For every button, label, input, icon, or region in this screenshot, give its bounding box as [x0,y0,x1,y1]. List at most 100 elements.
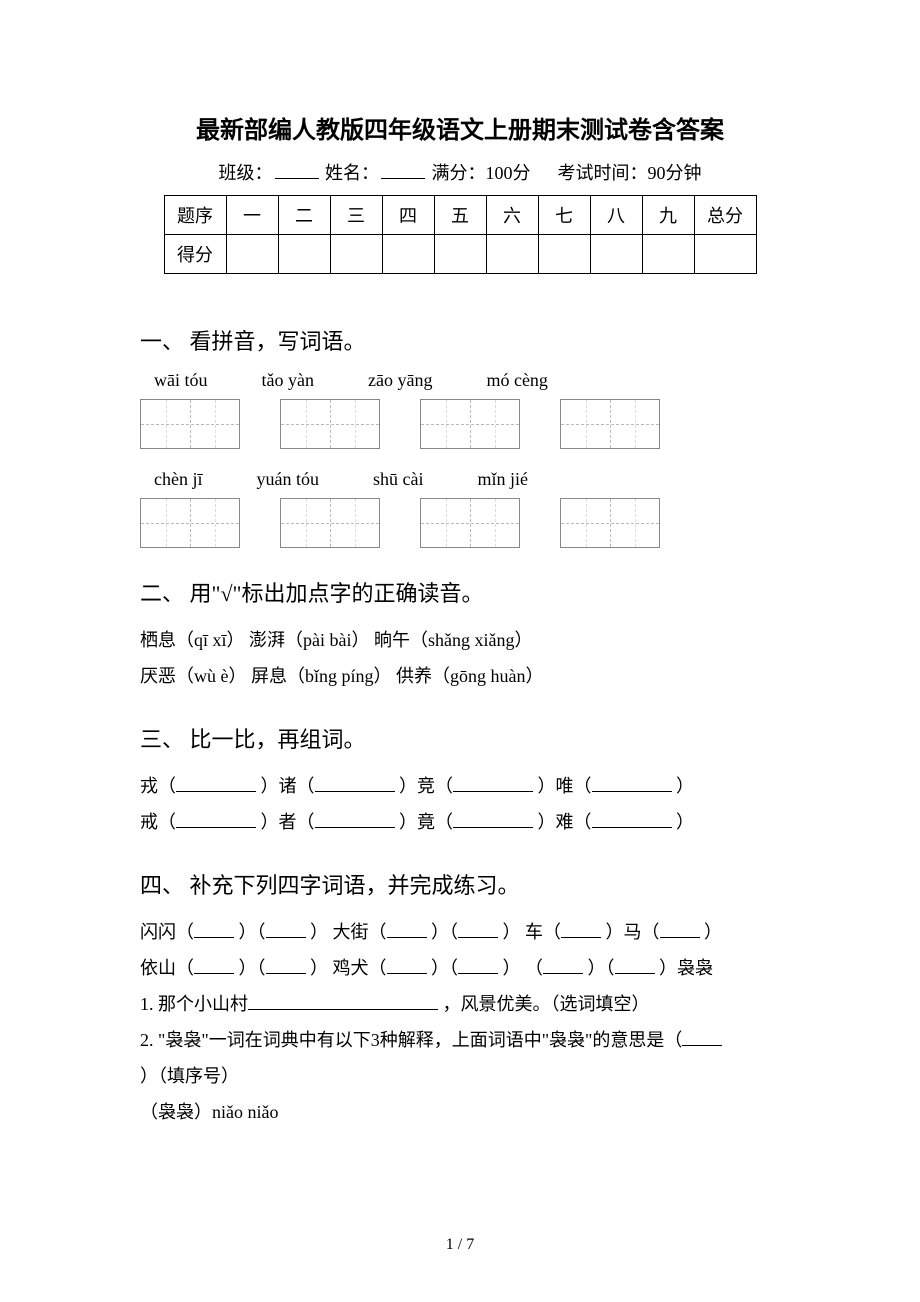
text: ）（ [431,922,458,942]
col-4: 四 [382,196,434,235]
text: ） 鸡犬（ [310,958,387,978]
info-line: 班级： 姓名： 满分：100分 考试时间：90分钟 [140,159,780,185]
text: ）马（ [606,922,660,942]
box-row-1 [140,399,780,449]
pinyin: chèn jī [154,469,202,490]
row-label: 题序 [164,196,226,235]
section-4-q2b: ）（填序号） [140,1058,780,1094]
score-total-cell[interactable] [694,235,756,274]
char: ）竞（ [399,776,453,796]
name-blank[interactable] [381,161,425,179]
text: ） 大街（ [310,922,387,942]
text: ）（ [239,922,266,942]
blank[interactable] [561,920,601,938]
score-cell[interactable] [538,235,590,274]
col-total: 总分 [694,196,756,235]
score-cell[interactable] [434,235,486,274]
col-8: 八 [590,196,642,235]
writing-box[interactable] [560,498,660,548]
writing-box[interactable] [280,399,380,449]
section-4-q3: （袅袅）niǎo niǎo [140,1094,780,1130]
blank[interactable] [194,920,234,938]
blank[interactable] [458,920,498,938]
section-3-heading: 三、 比一比，再组词。 [140,722,780,754]
blank[interactable] [453,810,533,828]
char: ） [676,776,694,796]
page-footer: 1 / 7 [0,1236,920,1254]
score-cell[interactable] [486,235,538,274]
writing-box[interactable] [420,399,520,449]
blank[interactable] [453,774,533,792]
char: ）唯（ [538,776,592,796]
col-1: 一 [226,196,278,235]
char: ）诸（ [261,776,315,796]
score-cell[interactable] [642,235,694,274]
blank[interactable] [387,920,427,938]
col-3: 三 [330,196,382,235]
score-cell[interactable] [278,235,330,274]
col-6: 六 [486,196,538,235]
blank[interactable] [543,956,583,974]
writing-box[interactable] [280,498,380,548]
text: ） [704,922,722,942]
blank[interactable] [682,1028,722,1046]
char: ） [676,812,694,832]
pinyin: tǎo yàn [262,370,314,391]
blank[interactable] [176,774,256,792]
text: ） （ [503,958,544,978]
pinyin: mǐn jié [477,469,528,490]
pinyin: mó cèng [486,370,547,391]
blank[interactable] [592,810,672,828]
blank[interactable] [176,810,256,828]
writing-box[interactable] [140,399,240,449]
pinyin: zāo yāng [368,370,432,391]
char: 戒（ [140,812,176,832]
blank[interactable] [387,956,427,974]
section-3-row2: 戒（ ）者（ ）竟（ ）难（ ） [140,804,780,840]
blank[interactable] [615,956,655,974]
blank[interactable] [458,956,498,974]
text: 2. "袅袅"一词在词典中有以下3种解释，上面词语中"袅袅"的意思是（ [140,1030,682,1050]
col-7: 七 [538,196,590,235]
pinyin-row-1: wāi tóu tǎo yàn zāo yāng mó cèng [154,370,780,391]
section-3-row1: 戎（ ）诸（ ）竞（ ）唯（ ） [140,768,780,804]
text: ） 车（ [503,922,562,942]
text: 1. 那个小山村 [140,994,248,1014]
blank[interactable] [248,992,438,1010]
text: ）（ [239,958,266,978]
score-cell[interactable] [226,235,278,274]
blank[interactable] [266,956,306,974]
page-title: 最新部编人教版四年级语文上册期末测试卷含答案 [140,110,780,145]
pinyin-row-2: chèn jī yuán tóu shū cài mǐn jié [154,469,780,490]
full-score: 满分：100分 [432,163,531,183]
text: ）（ [588,958,615,978]
pinyin: shū cài [373,469,423,490]
blank[interactable] [315,810,395,828]
section-4-heading: 四、 补充下列四字词语，并完成练习。 [140,868,780,900]
writing-box[interactable] [140,498,240,548]
class-label: 班级： [219,163,273,183]
blank[interactable] [266,920,306,938]
text: 闪闪（ [140,922,194,942]
score-cell[interactable] [382,235,434,274]
score-cell[interactable] [330,235,382,274]
col-9: 九 [642,196,694,235]
class-blank[interactable] [275,161,319,179]
char: 戎（ [140,776,176,796]
score-table: 题序 一 二 三 四 五 六 七 八 九 总分 得分 [164,195,757,274]
blank[interactable] [592,774,672,792]
text: ）袅袅 [659,958,713,978]
table-row: 题序 一 二 三 四 五 六 七 八 九 总分 [164,196,756,235]
section-4-line1: 闪闪（ ）（ ） 大街（ ）（ ） 车（ ）马（ ） [140,914,780,950]
section-2-heading: 二、 用"√"标出加点字的正确读音。 [140,576,780,608]
blank[interactable] [660,920,700,938]
box-row-2 [140,498,780,548]
col-2: 二 [278,196,330,235]
char: ）竟（ [399,812,453,832]
blank[interactable] [315,774,395,792]
score-cell[interactable] [590,235,642,274]
writing-box[interactable] [560,399,660,449]
pinyin: wāi tóu [154,370,208,391]
writing-box[interactable] [420,498,520,548]
blank[interactable] [194,956,234,974]
